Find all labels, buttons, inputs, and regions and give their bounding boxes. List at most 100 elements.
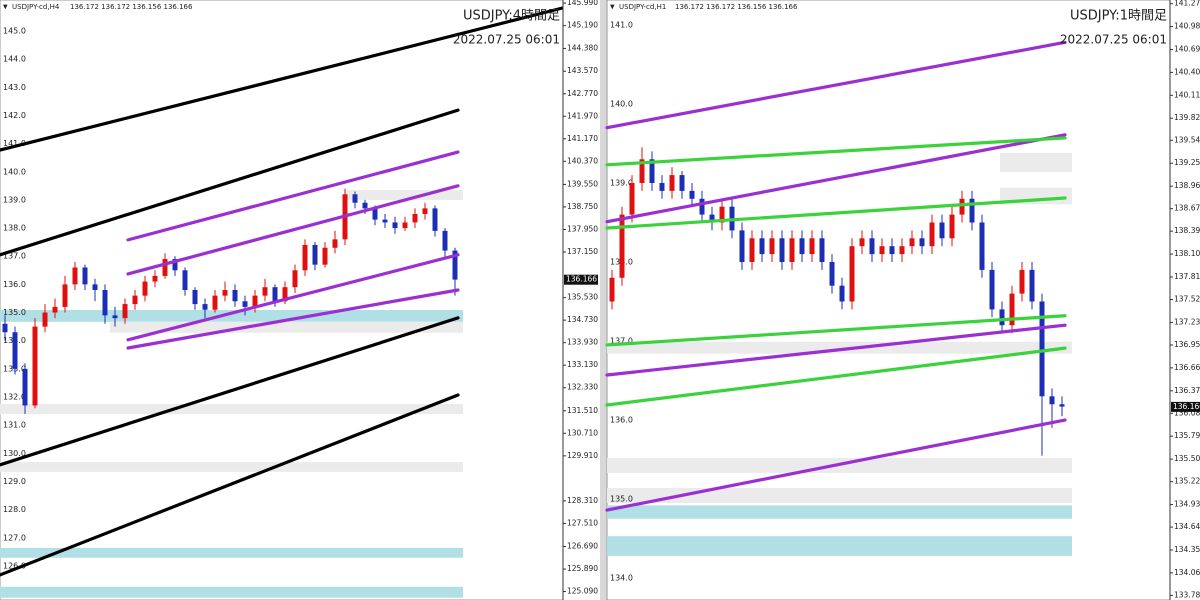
level-label: 128.0 xyxy=(3,505,26,514)
chart-date: 2022.07.25 06:01 xyxy=(1060,33,1167,47)
level-label: 135.0 xyxy=(3,308,26,317)
candle-body xyxy=(1019,269,1025,294)
trend-line xyxy=(126,150,460,242)
trend-line xyxy=(605,323,1067,377)
level-label: 136.0 xyxy=(3,280,26,289)
y-tick-label: 136.950 xyxy=(1174,340,1200,349)
candle-body xyxy=(839,285,845,302)
candle-body xyxy=(72,267,78,285)
ohlc: 136.172 136.172 136.156 136.166 xyxy=(675,3,798,11)
symbol: USDJPY-cd,H1 xyxy=(619,3,666,11)
trend-line xyxy=(0,6,565,152)
candle-body xyxy=(949,214,955,239)
candle-body xyxy=(679,175,685,191)
candle-body xyxy=(182,270,188,291)
last-price-tag xyxy=(564,274,598,285)
y-tick-label: 133.780 xyxy=(1174,590,1200,599)
candle-body xyxy=(709,214,715,223)
price-axis xyxy=(1170,0,1200,600)
candle-body xyxy=(92,284,98,291)
candle-body xyxy=(869,238,875,255)
level-label: 131.0 xyxy=(3,421,26,430)
candle-body xyxy=(849,246,855,302)
y-tick-label: 144.380 xyxy=(567,43,598,52)
y-tick-label: 137.950 xyxy=(567,224,598,233)
candle-body xyxy=(719,206,725,223)
candle-body xyxy=(302,244,308,271)
y-tick-label: 125.090 xyxy=(567,587,598,596)
level-label: 141.0 xyxy=(3,139,26,148)
candle-body xyxy=(829,261,835,286)
candle-body xyxy=(112,315,118,319)
level-label: 132.0 xyxy=(3,392,26,401)
candle-body xyxy=(172,259,178,271)
candle-body xyxy=(442,230,448,251)
y-tick-label: 141.170 xyxy=(567,134,598,143)
level-label: 143.0 xyxy=(3,83,26,92)
panel-separator xyxy=(600,0,607,600)
level-label: 140.0 xyxy=(610,99,633,108)
y-tick-label: 133.930 xyxy=(567,338,598,347)
candle-body xyxy=(769,238,775,255)
price-zone xyxy=(607,536,1072,556)
y-tick-label: 142.770 xyxy=(567,89,598,98)
symbol-marker: ▼ xyxy=(3,4,8,11)
trend-line xyxy=(605,40,1067,130)
y-tick-label: 134.065 xyxy=(1174,568,1200,577)
candle-body xyxy=(609,277,615,302)
price-zone xyxy=(1000,152,1072,172)
candle-body xyxy=(292,270,298,288)
candle-body xyxy=(759,238,765,255)
candle-body xyxy=(1049,396,1055,405)
y-tick-label: 139.550 xyxy=(567,179,598,188)
price-zone xyxy=(110,321,463,333)
candle-body xyxy=(22,368,28,406)
y-tick-label: 140.370 xyxy=(567,156,598,165)
candle-body xyxy=(242,301,248,307)
trend-line xyxy=(126,184,460,276)
trend-line xyxy=(0,108,460,257)
candle-body xyxy=(322,247,328,265)
y-tick-label: 134.645 xyxy=(1174,522,1200,531)
candle-body xyxy=(132,295,138,305)
ohlc: 136.172 136.172 136.156 136.166 xyxy=(70,3,193,11)
candle-body xyxy=(32,326,38,406)
candle-body xyxy=(919,238,925,247)
last-price-label: 136.166 xyxy=(566,275,597,284)
y-tick-label: 130.710 xyxy=(567,428,598,437)
candle-body xyxy=(362,202,368,209)
level-label: 145.0 xyxy=(3,26,26,35)
y-tick-label: 135.220 xyxy=(1174,477,1200,486)
candle-body xyxy=(959,198,965,215)
price-zone xyxy=(0,586,463,598)
y-tick-label: 137.525 xyxy=(1174,295,1200,304)
candle-body xyxy=(202,304,208,310)
candle-body xyxy=(152,275,158,282)
candle-body xyxy=(639,159,645,183)
candle-body xyxy=(192,290,198,305)
trend-line xyxy=(605,133,1067,224)
candle-body xyxy=(819,238,825,262)
candle-body xyxy=(262,287,268,296)
y-tick-label: 141.970 xyxy=(567,111,598,120)
y-tick-label: 138.100 xyxy=(1174,249,1200,258)
y-tick-label: 126.690 xyxy=(567,542,598,551)
panel: 145.0 144.0 143.0 142.0 141.0 140.0 139.0 138.0… xyxy=(0,0,600,600)
candle-body xyxy=(312,244,318,265)
level-label: 144.0 xyxy=(3,55,26,64)
level-label: 134.0 xyxy=(610,574,633,583)
y-tick-label: 139.250 xyxy=(1174,158,1200,167)
candle-body xyxy=(12,332,18,369)
candle-body xyxy=(162,259,168,276)
candle-body xyxy=(382,219,388,223)
y-tick-label: 145.990 xyxy=(567,0,598,7)
last-price-label: 136.166 xyxy=(1173,402,1200,411)
candle-body xyxy=(799,238,805,255)
candle-body xyxy=(412,213,418,223)
level-label: 141.0 xyxy=(610,20,633,29)
y-tick-label: 137.235 xyxy=(1174,317,1200,326)
candle-body xyxy=(212,295,218,310)
price-zone xyxy=(0,404,463,415)
candle-body xyxy=(689,190,695,199)
